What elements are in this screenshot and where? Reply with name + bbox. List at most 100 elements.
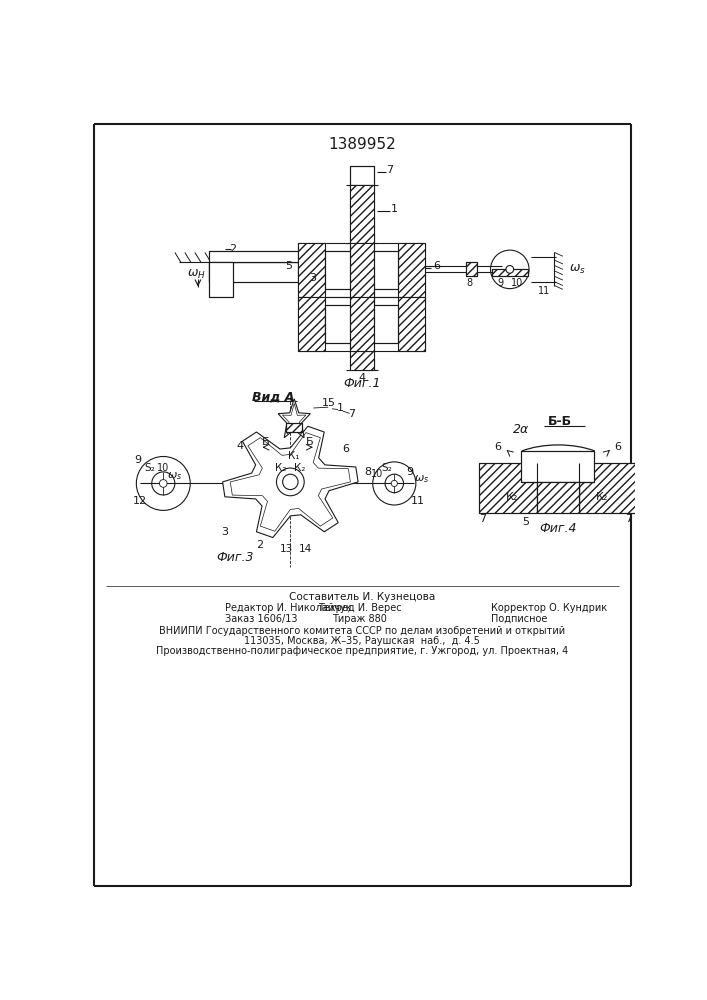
- Polygon shape: [223, 426, 358, 538]
- Text: Заказ 1606/13: Заказ 1606/13: [225, 614, 298, 624]
- Text: 8: 8: [364, 467, 371, 477]
- Text: Б: Б: [306, 437, 313, 447]
- Text: К₁: К₁: [288, 451, 300, 461]
- Bar: [579, 463, 637, 513]
- Bar: [492, 269, 528, 276]
- Bar: [209, 251, 298, 262]
- Text: 7: 7: [626, 514, 633, 524]
- Bar: [479, 463, 537, 513]
- Bar: [286, 423, 302, 432]
- Text: 7: 7: [479, 514, 486, 524]
- Text: S₂: S₂: [145, 463, 156, 473]
- Text: 3: 3: [310, 273, 317, 283]
- Bar: [325, 305, 398, 343]
- Text: К₂: К₂: [506, 492, 518, 502]
- Bar: [579, 463, 637, 513]
- Bar: [398, 243, 425, 297]
- Bar: [521, 451, 595, 482]
- Bar: [350, 243, 374, 297]
- Text: 1389952: 1389952: [328, 137, 396, 152]
- Text: Фиг.1: Фиг.1: [343, 377, 380, 390]
- Text: 7: 7: [349, 409, 356, 419]
- Text: Редактор И. Николайчук: Редактор И. Николайчук: [225, 603, 351, 613]
- Bar: [350, 297, 374, 351]
- Text: $\omega_H$: $\omega_H$: [187, 267, 206, 281]
- Bar: [479, 463, 537, 513]
- Text: 9: 9: [498, 278, 503, 288]
- Text: Вид А: Вид А: [252, 391, 295, 404]
- Bar: [298, 297, 425, 351]
- Text: $\omega_s$: $\omega_s$: [414, 474, 429, 485]
- Text: 15: 15: [322, 398, 336, 408]
- Bar: [286, 423, 302, 432]
- Circle shape: [391, 480, 397, 487]
- Text: Корректор О. Кундрик: Корректор О. Кундрик: [491, 603, 607, 613]
- Text: 11: 11: [538, 286, 551, 296]
- Text: Составитель И. Кузнецова: Составитель И. Кузнецова: [289, 592, 435, 602]
- Bar: [350, 185, 374, 243]
- Bar: [350, 166, 374, 185]
- Text: 6: 6: [342, 444, 349, 454]
- Text: 2α: 2α: [513, 423, 530, 436]
- Bar: [209, 262, 233, 297]
- Text: 7: 7: [387, 165, 394, 175]
- Text: К₂: К₂: [276, 463, 287, 473]
- Bar: [209, 262, 298, 282]
- Bar: [325, 251, 398, 289]
- Bar: [298, 297, 325, 351]
- Bar: [537, 482, 579, 513]
- Bar: [209, 262, 298, 282]
- Text: 12: 12: [133, 496, 147, 506]
- Text: Тираж 880: Тираж 880: [332, 614, 387, 624]
- Text: 11: 11: [410, 496, 424, 506]
- Text: $\omega_s$: $\omega_s$: [569, 263, 586, 276]
- Text: S₂: S₂: [381, 463, 392, 473]
- Text: 6: 6: [495, 442, 502, 452]
- Text: 10: 10: [370, 469, 382, 479]
- Text: 4: 4: [358, 373, 366, 383]
- Text: 6: 6: [433, 261, 440, 271]
- Bar: [398, 297, 425, 351]
- Text: 14: 14: [299, 544, 312, 554]
- Text: 13: 13: [280, 544, 293, 554]
- Text: Производственно-полиграфическое предприятие, г. Ужгород, ул. Проектная, 4: Производственно-полиграфическое предприя…: [156, 646, 568, 656]
- Polygon shape: [278, 399, 310, 438]
- Bar: [350, 351, 374, 370]
- Circle shape: [506, 266, 514, 273]
- Text: 5: 5: [522, 517, 529, 527]
- Bar: [298, 243, 425, 297]
- Bar: [209, 262, 233, 297]
- Text: 5: 5: [285, 261, 292, 271]
- Bar: [325, 305, 398, 343]
- Text: ВНИИПИ Государственного комитета СССР по делам изобретений и открытий: ВНИИПИ Государственного комитета СССР по…: [159, 626, 565, 636]
- Bar: [466, 262, 477, 276]
- Text: Техред И. Верес: Техред И. Верес: [318, 603, 402, 613]
- Text: К₂: К₂: [596, 492, 609, 502]
- Bar: [325, 251, 398, 289]
- Text: 8: 8: [466, 278, 472, 288]
- Text: 113035, Москва, Ж–35, Раушская  наб.,  д. 4.5: 113035, Москва, Ж–35, Раушская наб., д. …: [244, 636, 480, 646]
- Text: 1: 1: [337, 403, 344, 413]
- Text: Б: Б: [262, 437, 269, 447]
- Text: 2: 2: [229, 244, 236, 254]
- Bar: [298, 243, 325, 297]
- Bar: [350, 166, 374, 185]
- Text: К₂: К₂: [294, 463, 305, 473]
- Text: 9: 9: [134, 455, 141, 465]
- Text: 6: 6: [614, 442, 621, 452]
- Text: 9: 9: [406, 467, 414, 477]
- Text: 10: 10: [157, 463, 170, 473]
- Bar: [209, 251, 298, 262]
- Text: Фиг.3: Фиг.3: [216, 551, 254, 564]
- Text: 10: 10: [511, 278, 524, 288]
- Text: Б-Б: Б-Б: [548, 415, 572, 428]
- Bar: [466, 262, 477, 276]
- Text: Фиг.4: Фиг.4: [539, 522, 577, 535]
- Text: 1: 1: [390, 204, 397, 214]
- Text: $\omega_s$: $\omega_s$: [168, 470, 182, 482]
- Circle shape: [160, 480, 167, 487]
- Text: 2: 2: [256, 540, 263, 550]
- Text: Подписное: Подписное: [491, 614, 547, 624]
- Bar: [521, 451, 595, 482]
- Bar: [492, 269, 528, 276]
